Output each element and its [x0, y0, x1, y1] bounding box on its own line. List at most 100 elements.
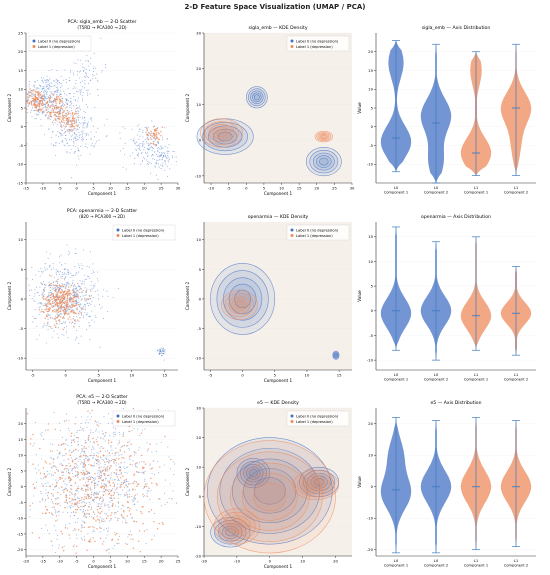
scatter-point: [88, 134, 90, 136]
scatter-point: [51, 473, 53, 475]
scatter-point: [122, 489, 124, 491]
scatter-point: [51, 91, 53, 93]
scatter-point: [79, 135, 81, 137]
scatter-point: [168, 158, 170, 160]
scatter-point: [45, 524, 47, 526]
scatter-point: [92, 493, 94, 495]
scatter-point: [61, 276, 63, 278]
scatter-point: [89, 489, 91, 491]
scatter-point: [89, 93, 91, 95]
scatter-point: [56, 457, 58, 459]
scatter-point: [93, 441, 95, 443]
scatter-point: [70, 484, 73, 487]
scatter-point: [29, 505, 31, 507]
scatter-point: [71, 468, 73, 470]
scatter-point: [97, 95, 99, 97]
scatter-point: [112, 432, 115, 434]
scatter-point: [122, 435, 124, 437]
scatter-point: [81, 313, 83, 315]
scatter-point: [118, 454, 120, 456]
scatter-point: [157, 142, 160, 144]
scatter-point: [82, 140, 84, 142]
kde-contour: [214, 520, 247, 545]
scatter-point: [36, 98, 39, 100]
scatter-point: [160, 168, 162, 170]
scatter-point: [61, 104, 63, 106]
scatter-point: [53, 506, 55, 508]
scatter-point: [40, 99, 42, 102]
y-tick-label: -5: [19, 143, 23, 148]
y-tick-label: 20: [368, 49, 373, 54]
scatter-point: [58, 306, 60, 308]
scatter-point: [71, 442, 73, 444]
scatter-point: [71, 489, 73, 491]
scatter-point: [63, 301, 66, 304]
scatter-point: [162, 152, 164, 154]
scatter-point: [138, 152, 140, 154]
scatter-point: [92, 437, 94, 440]
scatter-point: [91, 300, 93, 303]
scatter-point: [76, 128, 78, 130]
scatter-point: [65, 499, 68, 501]
scatter-point: [72, 451, 74, 453]
scatter-point: [99, 447, 101, 449]
scatter-point: [83, 75, 86, 77]
scatter-point: [94, 478, 96, 480]
scatter-point: [80, 123, 82, 125]
scatter-point: [60, 443, 62, 445]
scatter-point: [79, 265, 81, 267]
scatter-point: [82, 91, 84, 93]
scatter-point: [150, 132, 153, 134]
scatter-point: [124, 467, 126, 470]
scatter-point: [54, 465, 56, 468]
scatter-point: [44, 79, 46, 81]
scatter-point: [73, 92, 75, 94]
scatter-point: [80, 488, 83, 490]
scatter-point: [117, 510, 119, 512]
scatter-point: [116, 457, 118, 459]
scatter-point: [112, 296, 114, 299]
scatter-point: [27, 461, 29, 463]
scatter-point: [175, 502, 177, 504]
scatter-point: [94, 465, 96, 467]
scatter-point: [82, 122, 84, 124]
scatter-point: [48, 106, 51, 108]
scatter-point: [41, 302, 43, 305]
scatter-point: [97, 496, 99, 499]
legend-marker: [290, 39, 294, 43]
scatter-point: [108, 452, 110, 454]
scatter-point: [73, 283, 75, 285]
scatter-point: [83, 536, 85, 538]
scatter-point: [97, 81, 99, 83]
scatter-point: [64, 309, 67, 311]
scatter-point: [99, 496, 102, 498]
scatter-point: [47, 108, 49, 110]
scatter-point: [94, 283, 96, 285]
scatter-point: [76, 116, 78, 118]
scatter-point: [84, 311, 86, 314]
scatter-point: [76, 112, 78, 115]
scatter-point: [75, 463, 77, 465]
scatter-point: [93, 448, 95, 450]
scatter-point: [72, 467, 75, 470]
scatter-point: [87, 298, 89, 300]
scatter-point: [101, 500, 103, 502]
scatter-point: [71, 120, 73, 123]
scatter-point: [155, 128, 157, 130]
scatter-point: [61, 274, 63, 276]
scatter-point: [125, 484, 127, 486]
scatter-point: [83, 477, 85, 479]
scatter-point: [134, 463, 136, 465]
scatter-point: [164, 160, 166, 162]
scatter-point: [74, 128, 76, 130]
scatter-point: [109, 435, 111, 437]
scatter-point: [110, 417, 112, 420]
scatter-point: [57, 298, 60, 300]
scatter-point: [141, 461, 143, 463]
scatter-point: [44, 475, 46, 477]
scatter-point: [41, 100, 44, 102]
scatter-point: [134, 494, 136, 496]
scatter-point: [79, 317, 81, 319]
scatter-point: [71, 459, 74, 461]
